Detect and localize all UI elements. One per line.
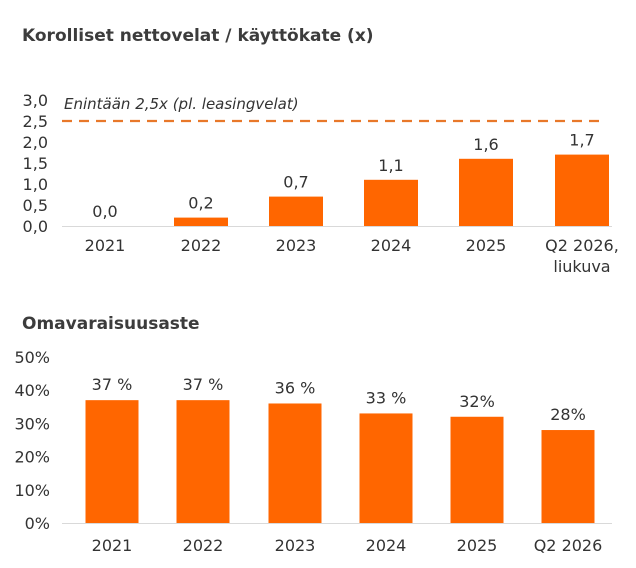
chart-1-ytick-label: 1,0: [23, 175, 48, 194]
chart-2-category-label: 2024: [366, 536, 407, 555]
chart-2-data-label: 33 %: [366, 388, 407, 407]
chart-2-data-label: 37 %: [92, 375, 133, 394]
chart-2-bar: [359, 413, 413, 523]
chart-2-ytick-label: 30%: [14, 414, 50, 433]
chart-1-title: Korolliset nettovelat / käyttökate (x): [22, 26, 374, 46]
chart-2-ytick-label: 40%: [14, 381, 50, 400]
chart-1-data-label: 1,1: [378, 156, 403, 175]
chart-1-category-label: 2022: [181, 236, 222, 255]
chart-1-data-label: 1,7: [569, 131, 594, 150]
chart-1-category-label: 2023: [276, 236, 317, 255]
chart-2-title: Omavaraisuusaste: [22, 314, 200, 334]
chart-2-data-label: 36 %: [275, 378, 316, 397]
chart-2-category-label: 2023: [275, 536, 316, 555]
chart-1-bar: [364, 179, 418, 226]
chart-2-category-label: 2021: [92, 536, 133, 555]
chart-1-data-label: 0,2: [188, 194, 213, 213]
chart-2-bar: [268, 403, 322, 523]
chart-1-bar: [174, 217, 228, 226]
chart-2-bar: [450, 416, 504, 523]
chart-1-category-label: 2021: [85, 236, 126, 255]
chart-1-category-label: Q2 2026,: [545, 236, 619, 255]
chart-2-ytick-label: 50%: [14, 348, 50, 367]
chart-1-data-label: 1,6: [473, 135, 498, 154]
chart-1-ytick-label: 0,0: [23, 217, 48, 236]
chart-2-ytick-label: 10%: [14, 481, 50, 500]
chart-2-data-label: 32%: [459, 392, 495, 411]
chart-1-ytick-label: 0,5: [23, 196, 48, 215]
chart-1-bar: [555, 154, 609, 226]
chart-1-bar: [269, 196, 323, 226]
chart-2-data-label: 28%: [550, 405, 586, 424]
chart-1-reference-label: Enintään 2,5x (pl. leasingvelat): [64, 95, 299, 113]
chart-1-data-label: 0,0: [92, 202, 117, 221]
chart-1-bar: [459, 158, 513, 226]
chart-1-data-label: 0,7: [283, 173, 308, 192]
chart-1-ytick-label: 2,5: [23, 112, 48, 131]
chart-2-category-label: 2022: [183, 536, 224, 555]
chart-2-category-label: Q2 2026: [534, 536, 603, 555]
chart-1-category-label: 2025: [466, 236, 507, 255]
chart-1-ytick-label: 2,0: [23, 133, 48, 152]
chart-1-ytick-label: 1,5: [23, 154, 48, 173]
chart-2-bar: [176, 400, 230, 523]
chart-2-bar: [85, 400, 139, 523]
chart-2-ytick-label: 0%: [25, 514, 50, 533]
chart-2-category-label: 2025: [457, 536, 498, 555]
chart-1-category-label: liukuva: [553, 257, 610, 276]
chart-2-ytick-label: 20%: [14, 448, 50, 467]
chart-1-ytick-label: 3,0: [23, 91, 48, 110]
chart-2-bar: [541, 430, 595, 523]
chart-2-data-label: 37 %: [183, 375, 224, 394]
chart-1-category-label: 2024: [371, 236, 412, 255]
